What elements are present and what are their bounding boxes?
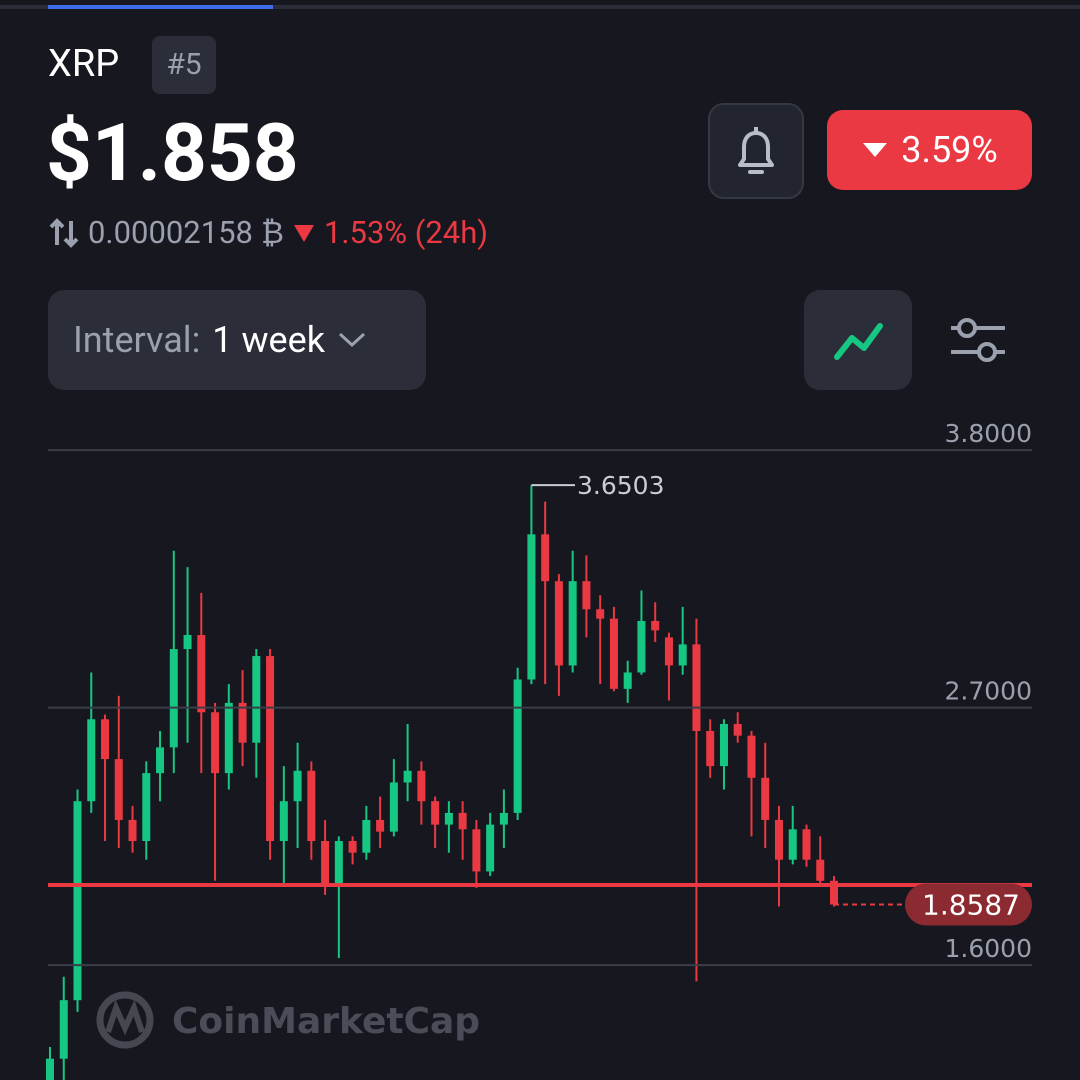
candle-body xyxy=(458,812,467,830)
bell-icon xyxy=(738,127,774,174)
change-badge: 3.59% xyxy=(827,110,1032,190)
candle-body xyxy=(802,829,811,860)
candle-body xyxy=(389,782,398,832)
candle-body xyxy=(568,581,577,666)
coin-name: XRP xyxy=(48,42,120,86)
candle-body xyxy=(252,656,261,743)
candle-body xyxy=(747,735,756,778)
candle-body xyxy=(334,841,343,884)
badge-triangle xyxy=(863,143,888,157)
candle-body xyxy=(609,618,618,689)
candle-body xyxy=(678,644,687,666)
interval-select[interactable]: Interval: 1 week xyxy=(48,290,426,390)
btc-price: 0.00002158 xyxy=(88,214,253,251)
candle-body xyxy=(238,702,247,743)
candle-body xyxy=(431,801,440,825)
candle-body xyxy=(472,829,481,872)
candle-body xyxy=(816,859,825,881)
candle-body xyxy=(417,770,426,802)
candle-body xyxy=(46,1058,54,1080)
candle-body xyxy=(183,635,192,650)
down-triangle xyxy=(293,224,314,242)
candle-body xyxy=(651,620,660,631)
y-tick-label: 3.8000 xyxy=(945,419,1032,448)
candle-body xyxy=(128,819,137,842)
candle-body xyxy=(719,723,728,767)
btc-symbol: ₿ xyxy=(260,214,284,251)
candle-body xyxy=(499,812,508,825)
settings-button[interactable] xyxy=(945,310,1011,370)
candle-body xyxy=(513,679,522,813)
candle-body xyxy=(307,770,316,842)
candle-body xyxy=(101,719,110,760)
interval-value: 1 week xyxy=(212,319,325,361)
candle-body xyxy=(376,819,385,832)
y-tick-label: 1.6000 xyxy=(945,934,1032,963)
candle-body xyxy=(664,637,673,666)
candle-body xyxy=(692,644,701,731)
line-chart-toggle[interactable] xyxy=(804,290,912,390)
last-price-label: 1.8587 xyxy=(922,889,1020,922)
progress-track xyxy=(0,5,1080,9)
candle-body xyxy=(733,723,742,736)
rank-badge: #5 xyxy=(152,36,216,94)
candle-body xyxy=(142,773,151,842)
candle-body xyxy=(774,819,783,860)
candle-body xyxy=(444,812,453,825)
candle-body xyxy=(362,819,371,853)
max-label: 3.6503 xyxy=(577,471,664,500)
last-price-pill xyxy=(905,883,1032,926)
watermark-logo xyxy=(96,991,154,1049)
candle-body xyxy=(114,759,123,820)
sub-price-row: 0.00002158 ₿ 1.53% (24h) xyxy=(48,214,488,251)
candle-body xyxy=(486,824,495,872)
change-24h: 1.53% (24h) xyxy=(323,214,489,251)
candle-body xyxy=(321,841,330,884)
candle-body xyxy=(830,880,838,905)
candle-body xyxy=(224,702,233,774)
change-badge-text: 3.59% xyxy=(901,129,998,171)
candle-body xyxy=(596,609,605,619)
swap-icon xyxy=(49,217,79,248)
candle-body xyxy=(761,777,770,820)
line-icon xyxy=(834,323,883,360)
y-tick-label: 2.7000 xyxy=(945,677,1032,706)
candle-body xyxy=(582,581,591,610)
alert-button[interactable] xyxy=(708,103,804,199)
candle-body xyxy=(169,649,178,748)
price: $1.858 xyxy=(46,106,299,200)
candle-body xyxy=(211,712,220,774)
candle-body xyxy=(59,1000,68,1059)
candle-body xyxy=(554,581,563,666)
candle-body xyxy=(156,747,165,774)
progress-bar xyxy=(48,5,273,9)
candle-body xyxy=(73,801,82,1001)
candle-body xyxy=(541,534,550,582)
watermark: CoinMarketCap xyxy=(172,1001,480,1042)
candle-body xyxy=(527,534,536,680)
candle-body xyxy=(623,672,632,689)
candle-body xyxy=(293,770,302,802)
candle-body xyxy=(706,730,715,767)
candle-body xyxy=(87,719,96,802)
interval-label: Interval: xyxy=(73,319,201,361)
candle-body xyxy=(279,801,288,842)
candle-body xyxy=(197,635,206,713)
candle-body xyxy=(637,620,646,673)
candle-body xyxy=(788,829,797,860)
sliders-icon xyxy=(951,318,1005,362)
chevron xyxy=(338,332,365,348)
candle-body xyxy=(348,841,357,853)
candle-body xyxy=(266,656,275,842)
candle-body xyxy=(403,770,412,783)
